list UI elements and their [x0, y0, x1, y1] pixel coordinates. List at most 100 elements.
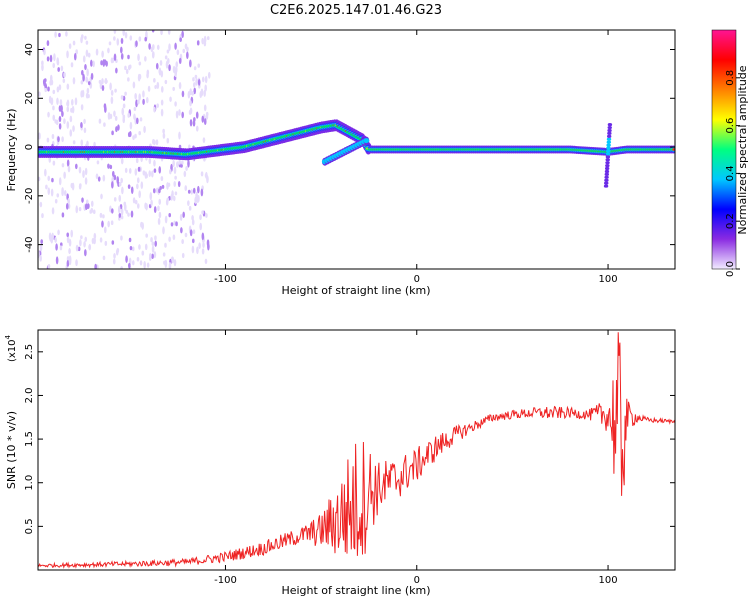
- spectrogram-speckle: [141, 250, 145, 256]
- spectrogram-speckle: [98, 79, 102, 84]
- spectrogram-speckle: [107, 112, 111, 120]
- spectrogram-speckle: [142, 170, 146, 176]
- spectrogram-speckle: [178, 109, 181, 116]
- spectrogram-speckle: [107, 163, 110, 169]
- spectrogram-speckle: [161, 184, 165, 189]
- spectrogram-speckle: [111, 130, 114, 136]
- colorbar-tick-label: 0.8: [725, 70, 736, 86]
- spectrogram-speckle: [66, 50, 69, 59]
- spectrogram-speckle: [87, 203, 90, 209]
- spectrogram-speckle: [90, 200, 94, 207]
- spectrogram-speckle: [138, 130, 141, 136]
- spectrogram-speckle: [174, 175, 177, 180]
- spectrogram-speckle: [138, 36, 142, 42]
- spectrogram-speckle: [120, 37, 124, 44]
- spectrogram-speckle: [160, 99, 164, 106]
- spectrogram-speckle: [111, 208, 114, 214]
- spectrogram-speckle: [59, 245, 63, 251]
- spectrogram-speckle: [203, 40, 207, 47]
- spectrogram-speckle: [84, 63, 87, 71]
- spectrogram-speckle: [184, 232, 188, 238]
- spectrogram-speckle: [95, 173, 99, 180]
- spectrogram-speckle: [86, 87, 90, 94]
- spectrogram-speckle: [54, 236, 57, 243]
- spectrogram-speckle: [199, 214, 202, 221]
- spectrogram-speckle: [54, 31, 57, 38]
- spectrogram-speckle: [164, 55, 168, 60]
- spectrogram-speckle: [193, 117, 196, 122]
- spectrogram-speckle: [184, 185, 188, 192]
- spectrogram-speckle: [70, 62, 74, 68]
- spectrogram-speckle: [188, 205, 192, 211]
- spectrogram-speckle: [172, 234, 176, 241]
- spectrogram-speckle: [90, 59, 93, 67]
- spectrogram-speckle: [129, 35, 133, 41]
- spectrogram-speckle: [150, 46, 154, 53]
- spectrogram-speckle: [114, 115, 118, 121]
- spectrogram-speckle: [123, 203, 127, 212]
- spectrogram-speckle: [194, 74, 198, 79]
- spectrogram-speckle: [145, 96, 149, 104]
- spectrogram-speckle: [66, 236, 70, 244]
- spectrogram-speckle: [164, 242, 167, 248]
- spectrogram-speckle: [71, 105, 75, 114]
- spectrogram-speckle: [66, 159, 70, 167]
- spectrogram-speckle: [118, 194, 122, 202]
- spectrogram-speckle: [69, 129, 73, 137]
- spectrogram-speckle: [78, 206, 82, 212]
- spectrogram-speckle: [171, 256, 174, 262]
- spectrogram-speckle: [143, 260, 146, 269]
- spectrogram-speckle: [116, 38, 120, 46]
- spectrogram-speckle: [173, 259, 177, 267]
- spectrogram-speckle: [47, 187, 51, 195]
- spectrogram-speckle: [137, 73, 141, 82]
- spectrogram-speckle: [168, 261, 172, 269]
- spectrogram-speckle: [113, 53, 117, 61]
- spectrogram-speckle: [171, 190, 174, 198]
- spectrogram-speckle: [58, 123, 62, 130]
- spectrogram-speckle: [137, 53, 140, 62]
- spectrogram-speckle: [66, 121, 70, 129]
- spectrogram-speckle: [136, 256, 140, 262]
- spectrogram-speckle: [118, 182, 122, 187]
- spectrogram-speckle: [187, 159, 190, 168]
- spectrogram-speckle: [131, 260, 135, 266]
- spectrogram-speckle: [38, 132, 41, 140]
- spectrogram-speckle: [129, 121, 133, 130]
- spectrogram-speckle: [100, 193, 103, 200]
- spectrogram-speckle: [143, 125, 146, 134]
- spectrogram-spike-cell: [607, 128, 612, 133]
- spectrogram-speckle: [175, 221, 178, 227]
- spectrogram-speckle: [84, 167, 88, 176]
- spectrogram-speckle: [117, 124, 120, 131]
- spectrogram-speckle: [66, 259, 70, 267]
- spectrogram-speckle: [192, 229, 196, 235]
- spectrogram-speckle: [66, 106, 70, 113]
- spectrogram-speckle: [96, 160, 100, 165]
- spectrogram-speckle: [110, 220, 114, 226]
- spectrogram-speckle: [82, 73, 85, 82]
- spectrogram-speckle: [179, 213, 183, 221]
- spectrogram-speckle: [137, 99, 140, 105]
- spectrogram-speckle: [160, 70, 164, 78]
- spectrogram-speckle: [118, 212, 122, 218]
- spectrogram-speckle: [75, 259, 78, 267]
- spectrogram-speckle: [124, 167, 128, 174]
- spectrogram-speckle: [92, 209, 96, 215]
- spectrogram-speckle: [166, 182, 169, 190]
- spectrogram-speckle: [196, 40, 200, 46]
- spectrogram-speckle: [205, 213, 208, 218]
- spectrogram-speckle: [43, 49, 46, 56]
- spectrogram-speckle: [152, 51, 155, 58]
- spectrogram-spike-cell: [606, 149, 611, 153]
- spectrogram-speckle: [159, 59, 163, 66]
- spectrogram-speckle: [102, 174, 106, 182]
- y-tick-label: 1.5: [24, 431, 35, 447]
- spectrogram-speckle: [56, 193, 60, 198]
- spectrogram-speckle: [72, 125, 75, 132]
- spectrogram-speckle: [141, 222, 144, 230]
- spectrogram-speckle: [180, 227, 183, 234]
- spectrogram-speckle: [63, 190, 67, 197]
- spectrogram-speckle: [115, 126, 118, 133]
- spectrogram-speckle: [203, 104, 207, 112]
